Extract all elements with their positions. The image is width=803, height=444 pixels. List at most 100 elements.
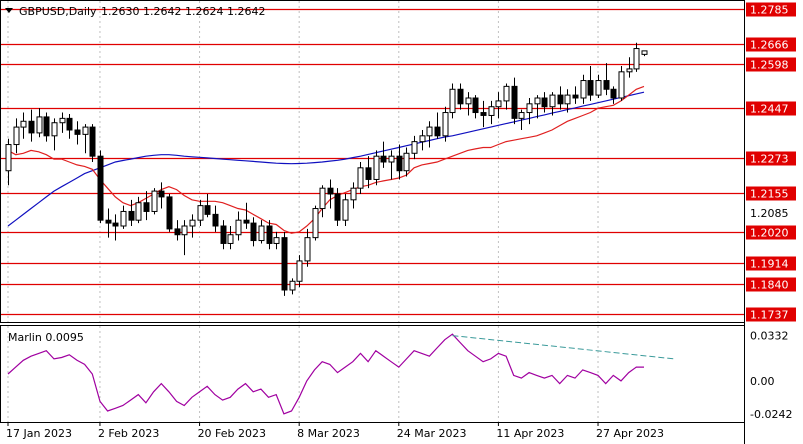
candle-body-43 [334, 193, 341, 221]
candle-body-41 [319, 187, 326, 210]
candle-body-70 [541, 97, 548, 108]
candle-body-19 [151, 190, 158, 212]
candle-body-55 [426, 126, 433, 137]
marlin-oscillator [7, 333, 675, 415]
level-label-3: 1.2447 [750, 103, 789, 116]
level-label-bg-8 [746, 277, 796, 292]
level-label-bg-9 [746, 307, 796, 322]
candle-body-16 [128, 210, 135, 221]
candle-body-44 [342, 199, 349, 221]
level-label-bg-3 [746, 101, 796, 116]
level-label-2: 1.2598 [750, 59, 789, 72]
level-label-5: 1.2155 [750, 188, 789, 201]
candle-body-58 [449, 88, 456, 114]
candle-body-49 [380, 155, 387, 163]
candle-body-0 [5, 144, 12, 172]
header-ohlc: 1.2630 1.2642 1.2624 1.2642 [101, 5, 265, 18]
candle-body-65 [503, 85, 510, 102]
candle-body-48 [373, 155, 380, 180]
oscillator-panel-frame [0, 325, 745, 423]
candle-body-21 [166, 196, 173, 230]
ma-red-line [7, 85, 645, 234]
level-label-6: 1.2020 [750, 227, 789, 240]
candle-body-40 [312, 208, 319, 239]
candle-body-83 [641, 50, 648, 55]
candle-body-25 [197, 205, 204, 221]
candle-body-79 [610, 88, 617, 99]
candle-body-11 [89, 126, 96, 157]
level-label-bg-7 [746, 256, 796, 271]
level-label-bg-5 [746, 186, 796, 201]
main-panel-frame [0, 0, 745, 323]
candle-body-78 [603, 80, 610, 90]
candle-body-12 [97, 155, 104, 221]
header-dropdown-icon[interactable] [5, 8, 13, 13]
candle-body-81 [626, 68, 633, 73]
candle-body-64 [495, 100, 502, 108]
candle-body-34 [266, 225, 273, 244]
candle-body-35 [273, 237, 280, 244]
osc-tick-0: 0.0332 [750, 329, 789, 342]
time-label-3: 8 Mar 2023 [297, 427, 360, 440]
time-label-6: 27 Apr 2023 [596, 427, 664, 440]
time-label-2: 20 Feb 2023 [198, 427, 266, 440]
candle-body-52 [403, 152, 410, 172]
osc-tick-1: 0.00 [750, 375, 775, 388]
candle-body-3 [28, 120, 35, 134]
candle-body-18 [143, 202, 150, 212]
candle-body-66 [511, 85, 518, 119]
candle-body-56 [434, 126, 441, 137]
candle-body-4 [36, 116, 43, 134]
candle-body-30 [235, 219, 242, 236]
candle-body-71 [549, 94, 556, 108]
level-label-1: 1.2666 [750, 39, 789, 52]
candle-body-31 [243, 219, 250, 224]
candle-body-28 [220, 225, 227, 244]
candle-body-6 [51, 122, 58, 137]
candle-body-14 [112, 222, 119, 227]
level-label-bg-0 [746, 2, 796, 17]
level-label-bg-6 [746, 225, 796, 240]
level-label-bg-4 [746, 151, 796, 166]
candle-body-15 [120, 210, 127, 227]
candle-body-57 [442, 112, 449, 137]
level-label-bg-1 [746, 37, 796, 52]
candle-body-45 [350, 187, 357, 201]
candle-body-54 [419, 135, 426, 143]
candle-body-24 [189, 219, 196, 227]
candle-body-32 [250, 222, 257, 242]
price-axis: 1.2785 1.2666 1.2598 1.2447 1.2273 1.2155 1.20… [746, 2, 796, 421]
time-label-4: 24 Mar 2023 [397, 427, 467, 440]
time-label-1: 2 Feb 2023 [98, 427, 159, 440]
level-label-0: 1.2785 [750, 4, 789, 17]
candle-body-72 [557, 94, 564, 105]
candle-body-53 [411, 141, 418, 154]
candle-body-33 [258, 225, 265, 242]
candle-body-61 [472, 97, 479, 114]
level-label-4: 1.2273 [750, 153, 789, 166]
candle-body-29 [227, 234, 234, 244]
candle-body-73 [564, 94, 571, 105]
candlesticks [5, 42, 648, 296]
time-label-0: 17 Jan 2023 [6, 427, 72, 440]
candle-body-62 [480, 112, 487, 116]
candle-body-59 [457, 88, 464, 105]
price-tick-0: 1.2085 [750, 207, 789, 220]
time-axis: 17 Jan 2023 2 Feb 2023 20 Feb 2023 8 Mar 20… [6, 422, 664, 440]
candle-body-77 [595, 80, 602, 96]
level-label-bg-2 [746, 57, 796, 72]
candle-body-68 [526, 103, 533, 114]
candle-body-75 [580, 80, 587, 99]
candle-body-63 [488, 106, 495, 116]
candle-body-7 [59, 117, 66, 124]
candle-body-42 [327, 187, 334, 195]
candle-body-47 [365, 167, 372, 180]
candle-body-17 [135, 202, 142, 221]
header-symbol: GBPUSD,Daily [19, 5, 97, 18]
candle-body-9 [74, 129, 81, 135]
candle-body-82 [633, 48, 640, 70]
candle-body-22 [174, 228, 181, 236]
candle-body-76 [587, 80, 594, 96]
candle-body-74 [572, 94, 579, 99]
